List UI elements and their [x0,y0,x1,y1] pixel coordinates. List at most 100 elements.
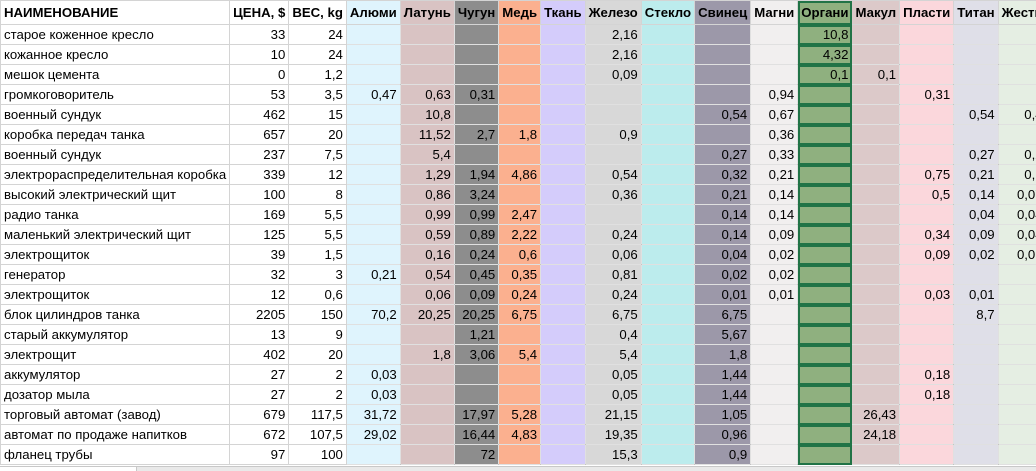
material-cell[interactable] [899,24,955,45]
material-cell[interactable]: 0,18 [899,384,955,405]
material-cell[interactable]: 0,6 [498,244,542,265]
material-cell[interactable] [540,344,586,365]
material-cell[interactable] [345,24,401,45]
material-cell[interactable] [797,84,853,105]
material-cell[interactable] [797,404,853,425]
weight-cell[interactable]: 5,5 [288,224,347,245]
material-cell[interactable] [640,124,696,145]
material-cell[interactable] [899,124,955,145]
material-cell[interactable]: 0,24 [584,284,642,305]
material-cell[interactable] [797,204,853,225]
material-cell[interactable] [345,124,401,145]
item-name-cell[interactable]: громкоговоритель [0,84,231,105]
material-cell[interactable] [797,264,853,285]
material-cell[interactable]: 0,99 [399,204,455,225]
material-cell[interactable]: 0,01 [997,244,1036,265]
header-material[interactable]: Железо [584,0,642,25]
material-cell[interactable] [851,264,901,285]
material-cell[interactable]: 8,7 [953,304,999,325]
material-cell[interactable] [899,204,955,225]
price-cell[interactable]: 657 [229,124,290,145]
material-cell[interactable] [498,84,542,105]
material-cell[interactable] [797,304,853,325]
item-name-cell[interactable]: старое коженное кресло [0,24,231,45]
header-material[interactable]: Чугун [453,0,500,25]
material-cell[interactable] [899,264,955,285]
material-cell[interactable] [851,304,901,325]
price-cell[interactable]: 169 [229,204,290,225]
weight-cell[interactable]: 150 [288,304,347,325]
material-cell[interactable] [399,424,455,445]
material-cell[interactable]: 31,72 [345,404,401,425]
material-cell[interactable]: 0,18 [899,364,955,385]
material-cell[interactable] [345,224,401,245]
header-material[interactable]: Органи [797,0,853,25]
weight-cell[interactable]: 24 [288,24,347,45]
material-cell[interactable]: 0,24 [584,224,642,245]
material-cell[interactable] [540,184,586,205]
material-cell[interactable]: 0,09 [899,244,955,265]
material-cell[interactable] [797,424,853,445]
material-cell[interactable]: 0,07 [997,184,1036,205]
material-cell[interactable] [851,124,901,145]
material-cell[interactable]: 0,54 [694,104,752,125]
material-cell[interactable]: 26,43 [851,404,901,425]
material-cell[interactable] [851,184,901,205]
material-cell[interactable] [694,24,752,45]
material-cell[interactable] [953,424,999,445]
material-cell[interactable]: 0,21 [750,164,799,185]
material-cell[interactable] [851,344,901,365]
header-material[interactable]: Макул [851,0,901,25]
material-cell[interactable] [851,284,901,305]
material-cell[interactable]: 0,54 [584,164,642,185]
material-cell[interactable] [750,404,799,425]
material-cell[interactable] [540,24,586,45]
material-cell[interactable]: 0,89 [453,224,500,245]
material-cell[interactable]: 0,81 [584,264,642,285]
price-cell[interactable]: 12 [229,284,290,305]
material-cell[interactable] [498,384,542,405]
material-cell[interactable]: 0,09 [453,284,500,305]
price-cell[interactable]: 10 [229,44,290,65]
material-cell[interactable] [640,224,696,245]
material-cell[interactable] [694,44,752,65]
material-cell[interactable] [851,24,901,45]
material-cell[interactable]: 0,99 [453,204,500,225]
material-cell[interactable] [750,344,799,365]
material-cell[interactable]: 0,4 [997,104,1036,125]
material-cell[interactable]: 0,31 [453,84,500,105]
material-cell[interactable]: 0,14 [694,224,752,245]
material-cell[interactable]: 0,9 [584,124,642,145]
weight-cell[interactable]: 107,5 [288,424,347,445]
material-cell[interactable] [640,424,696,445]
material-cell[interactable]: 5,28 [498,404,542,425]
material-cell[interactable] [498,144,542,165]
header-weight[interactable]: ВЕС, kg [288,0,347,25]
material-cell[interactable]: 0,01 [953,284,999,305]
material-cell[interactable]: 2,16 [584,44,642,65]
material-cell[interactable] [997,124,1036,145]
material-cell[interactable] [851,244,901,265]
weight-cell[interactable]: 2 [288,364,347,385]
material-cell[interactable]: 0,04 [997,224,1036,245]
material-cell[interactable]: 1,29 [399,164,455,185]
weight-cell[interactable]: 20 [288,124,347,145]
material-cell[interactable] [640,104,696,125]
material-cell[interactable] [750,304,799,325]
material-cell[interactable]: 70,2 [345,304,401,325]
material-cell[interactable]: 0,36 [750,124,799,145]
price-cell[interactable]: 125 [229,224,290,245]
material-cell[interactable]: 1,8 [694,344,752,365]
weight-cell[interactable]: 5,5 [288,204,347,225]
item-name-cell[interactable]: блок цилиндров танка [0,304,231,325]
material-cell[interactable] [997,324,1036,345]
material-cell[interactable]: 2,16 [584,24,642,45]
material-cell[interactable] [899,44,955,65]
material-cell[interactable]: 10,8 [399,104,455,125]
material-cell[interactable]: 0,54 [399,264,455,285]
material-cell[interactable] [997,344,1036,365]
material-cell[interactable] [797,164,853,185]
sheet-tab[interactable] [0,467,137,471]
material-cell[interactable] [399,324,455,345]
material-cell[interactable]: 0,03 [345,384,401,405]
